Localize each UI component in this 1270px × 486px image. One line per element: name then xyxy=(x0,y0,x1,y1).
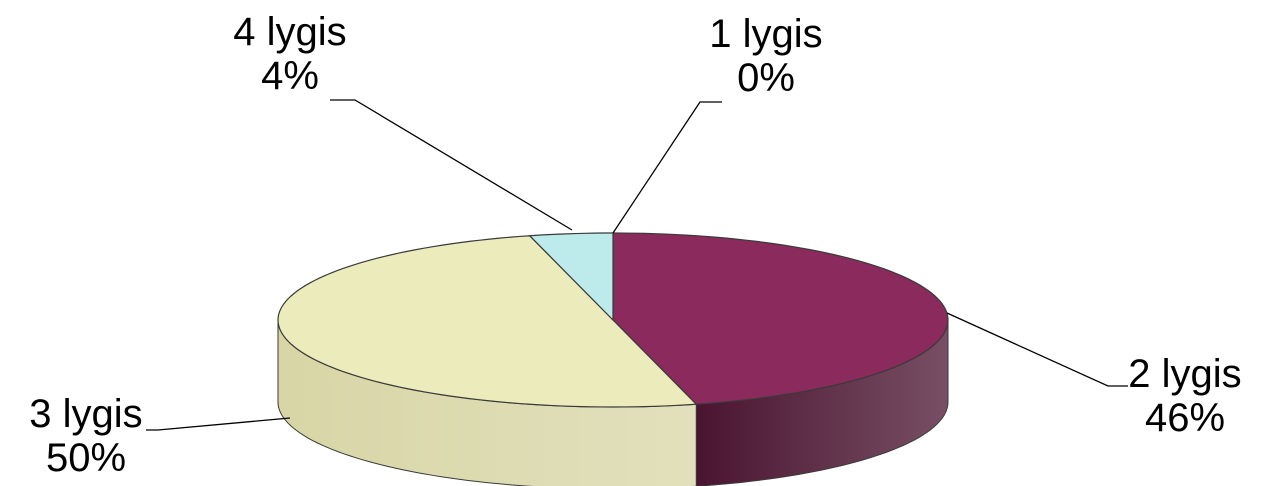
slice-label-2-lygis: 2 lygis 46% xyxy=(1100,352,1270,440)
slice-label-value: 50% xyxy=(45,436,127,480)
slice-label-name: 4 lygis xyxy=(233,10,347,54)
slice-label-value: 46% xyxy=(1144,396,1226,440)
pie-top xyxy=(277,232,949,408)
leader-line-2-lygis xyxy=(946,312,1128,387)
slice-label-name: 3 lygis xyxy=(29,392,143,436)
slice-label-3-lygis: 3 lygis 50% xyxy=(0,392,172,480)
slice-label-name: 1 lygis xyxy=(709,12,823,56)
slice-label-4-lygis: 4 lygis 4% xyxy=(200,10,380,98)
leader-line-3-lygis xyxy=(146,417,291,431)
pie-slice-2-lygis xyxy=(612,232,949,405)
slice-label-value: 4% xyxy=(261,54,319,98)
leader-lines xyxy=(146,99,1128,431)
slice-label-value: 0% xyxy=(737,56,795,100)
leader-line-4-lygis xyxy=(330,99,573,231)
slice-label-1-lygis: 1 lygis 0% xyxy=(676,12,856,100)
slice-label-name: 2 lygis xyxy=(1128,352,1242,396)
leader-line-1-lygis xyxy=(612,101,722,234)
pie-slice-4-lygis xyxy=(528,232,614,322)
pie-slice-3-lygis xyxy=(277,235,698,408)
